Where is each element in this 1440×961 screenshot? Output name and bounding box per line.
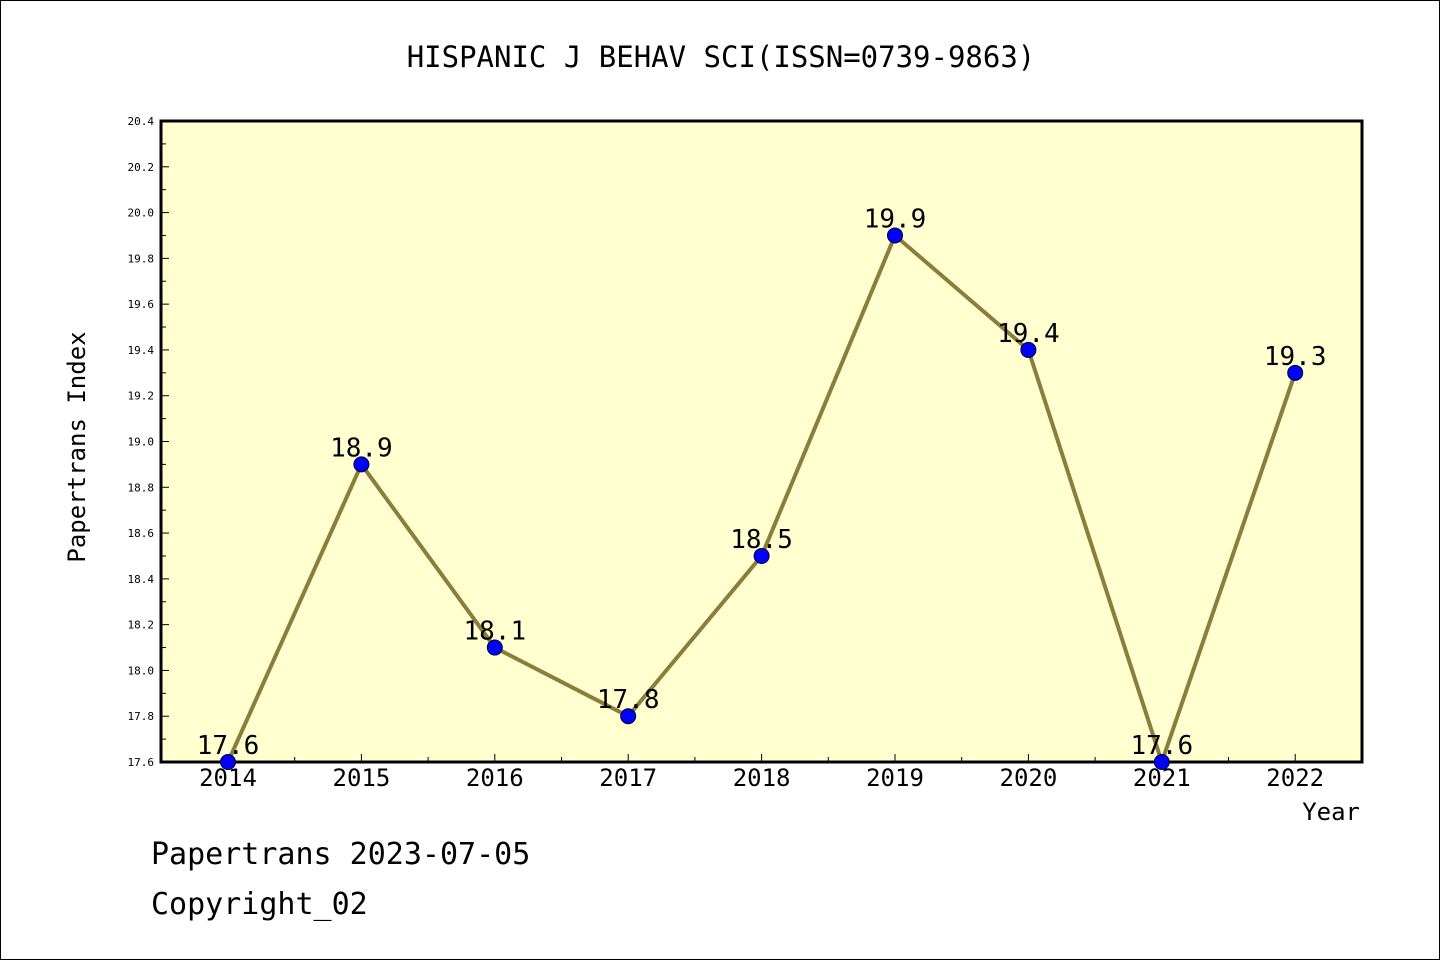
y-axis-label: Papertrans Index — [63, 331, 91, 562]
y-tick-label: 20.4 — [128, 115, 155, 128]
footer-date-line: Papertrans 2023-07-05 — [151, 837, 531, 872]
data-points-group: 17.6 18.9 18.1 17.8 18.5 19.9 19.4 17.6 19.3 — [197, 204, 1327, 770]
data-label: 19.4 — [997, 319, 1060, 349]
data-point — [620, 708, 637, 725]
data-label: 19.3 — [1264, 342, 1327, 372]
data-point — [220, 754, 236, 770]
x-tick-label: 2019 — [866, 764, 924, 792]
y-tick-label: 18.4 — [128, 573, 155, 586]
data-point — [1287, 364, 1304, 381]
data-point — [753, 547, 770, 564]
y-tick-label: 19.0 — [128, 436, 155, 449]
y-tick-label: 19.2 — [128, 390, 155, 403]
x-tick-label: 2017 — [599, 764, 657, 792]
plot-area — [159, 119, 1364, 764]
data-point — [1020, 341, 1037, 358]
y-tick-label: 18.0 — [128, 664, 155, 677]
axis-ticks: 17.6 17.8 18.0 18.2 18.4 18.6 18.8 19.0 19.2 19.4… — [128, 115, 1325, 792]
y-tick-label: 17.8 — [128, 710, 155, 723]
data-label: 18.1 — [463, 617, 526, 647]
footer-copyright: Copyright_02 — [151, 887, 368, 922]
y-tick-label: 17.6 — [128, 756, 155, 769]
data-point — [353, 456, 370, 473]
x-tick-label: 2018 — [733, 764, 791, 792]
data-point — [1153, 754, 1170, 770]
x-tick-label: 2020 — [1000, 764, 1058, 792]
y-tick-label: 18.2 — [128, 619, 155, 632]
y-tick-label: 19.8 — [128, 252, 155, 265]
chart-title: HISPANIC J BEHAV SCI(ISSN=0739-9863) — [407, 40, 1036, 74]
x-axis-label: Year — [1302, 798, 1360, 826]
y-tick-label: 20.2 — [128, 161, 155, 174]
data-point — [486, 639, 503, 656]
data-label: 19.9 — [864, 204, 927, 234]
data-label: 17.8 — [597, 685, 660, 715]
y-tick-label: 20.0 — [128, 207, 155, 220]
x-tick-label: 2015 — [333, 764, 391, 792]
y-tick-label: 18.8 — [128, 481, 155, 494]
y-tick-label: 19.4 — [128, 344, 155, 357]
data-label: 18.5 — [730, 525, 793, 555]
data-point — [887, 227, 903, 244]
y-tick-label: 18.6 — [128, 527, 155, 540]
x-tick-label: 2022 — [1266, 764, 1324, 792]
data-label: 18.9 — [330, 433, 393, 463]
data-label: 17.6 — [197, 731, 260, 761]
data-label: 17.6 — [1130, 731, 1193, 761]
y-tick-label: 19.6 — [128, 298, 155, 311]
x-tick-label: 2016 — [466, 764, 524, 792]
